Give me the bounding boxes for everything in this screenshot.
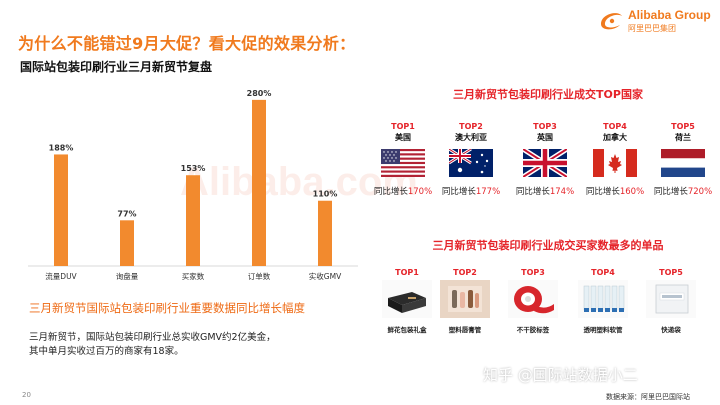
bar-value-label: 188% — [49, 143, 74, 152]
country-top5: TOP5 荷兰 同比增长720% — [648, 122, 718, 197]
country-growth: 同比增长720% — [648, 185, 718, 197]
chart-subtitle: 国际站包装印刷行业三月新贸节复盘 — [20, 60, 213, 74]
growth-percent: 160% — [619, 187, 645, 197]
data-source: 数据来源：阿里巴巴国际站 — [606, 393, 690, 401]
country-name: 荷兰 — [675, 133, 691, 142]
country-rank: TOP1 — [391, 122, 415, 131]
growth-percent: 170% — [407, 187, 433, 197]
canada-flag-icon — [593, 149, 637, 177]
country-growth: 同比增长170% — [368, 185, 438, 197]
australia-flag-icon — [448, 147, 493, 177]
growth-prefix: 同比增长 — [441, 187, 476, 197]
bar-1 — [54, 154, 68, 266]
growth-percent: 720% — [687, 187, 713, 197]
country-name: 澳大利亚 — [455, 133, 487, 142]
country-rank: TOP3 — [533, 122, 557, 131]
bar-4 — [252, 99, 266, 266]
bar-value-label: 153% — [181, 164, 206, 173]
summary-note-line1: 三月新贸节，国际站包装印刷行业总实收GMV约2亿美金， — [29, 332, 276, 343]
product-rank: TOP4 — [591, 268, 615, 277]
bar-value-label: 280% — [247, 89, 272, 98]
growth-percent: 174% — [549, 187, 575, 197]
netherlands-flag-icon — [661, 149, 705, 177]
category-tick-label: 流量DUV — [45, 271, 77, 281]
product-rank: TOP5 — [659, 268, 683, 277]
uk-flag-icon — [521, 146, 569, 180]
product-name: 不干胶标签 — [516, 326, 550, 334]
product-top5: TOP5 快递袋 — [638, 268, 704, 334]
product-name: 透明塑料软管 — [583, 326, 623, 334]
chart-caption: 三月新贸节国际站包装印刷行业重要数据同比增长幅度 — [29, 301, 305, 315]
product-rank: TOP3 — [521, 268, 545, 277]
country-name: 英国 — [537, 133, 553, 142]
category-tick-label: 询盘量 — [116, 271, 139, 281]
summary-note-line2: 其中单月实收过百万的商家有18家。 — [29, 346, 184, 357]
bar-2 — [120, 220, 134, 266]
product-name: 鲜花包装礼盒 — [387, 326, 427, 334]
bar-3 — [186, 175, 200, 266]
product-top3: TOP3 不干胶标签 — [500, 268, 566, 334]
category-tick-label: 买家数 — [182, 271, 205, 281]
product-top4: TOP4 透明塑料软管 — [570, 268, 636, 334]
country-rank: TOP5 — [671, 122, 695, 131]
bar-value-label: 110% — [313, 190, 338, 199]
logo-subtext: 阿里巴巴集团 — [628, 24, 676, 33]
plastic-tube-icon — [578, 280, 628, 318]
top-products-title: 三月新贸节包装印刷行业成交买家数最多的单品 — [432, 239, 664, 252]
alibaba-logo: Alibaba Group 阿里巴巴集团 — [598, 6, 716, 36]
us-flag-icon — [381, 149, 425, 177]
country-top4: TOP4 加拿大 同比增长160% — [580, 122, 650, 197]
top-countries-title: 三月新贸节包装印刷行业成交TOP国家 — [453, 88, 643, 101]
growth-percent: 177% — [475, 187, 501, 197]
summary-note: 三月新贸节，国际站包装印刷行业总实收GMV约2亿美金， 其中单月实收过百万的商家… — [29, 331, 369, 359]
page-title: 为什么不能错过9月大促？看大促的效果分析： — [18, 34, 356, 53]
country-growth: 同比增长160% — [580, 185, 650, 197]
logo-text: Alibaba Group — [628, 8, 711, 22]
product-top2: TOP2 塑料唇膏管 — [432, 268, 498, 334]
country-rank: TOP4 — [603, 122, 627, 131]
growth-bar-chart: 188% 流量DUV 77% 询盘量 153% 买家数 280% 订单数 110% 实收GMV — [28, 89, 358, 281]
bar-5 — [318, 200, 332, 266]
product-rank: TOP2 — [453, 268, 477, 277]
country-top1: TOP1 美国 同比增长170% — [368, 122, 438, 197]
lipstick-tube-icon — [440, 280, 490, 318]
category-tick-label: 实收GMV — [309, 271, 342, 281]
country-name: 美国 — [395, 133, 411, 142]
country-top3: TOP3 英国 同比增长174% — [510, 122, 580, 197]
alibaba-logo-icon — [601, 13, 622, 30]
bar-value-label: 77% — [117, 209, 136, 218]
country-growth: 同比增长177% — [436, 185, 506, 197]
page-number: 20 — [22, 391, 31, 399]
growth-prefix: 同比增长 — [373, 187, 408, 197]
gift-box-icon — [382, 280, 432, 318]
country-rank: TOP2 — [459, 122, 483, 131]
product-top1: TOP1 鲜花包装礼盒 — [374, 268, 440, 334]
country-name: 加拿大 — [603, 133, 627, 142]
label-roll-icon — [508, 280, 558, 318]
product-name: 塑料唇膏管 — [448, 326, 482, 334]
growth-prefix: 同比增长 — [653, 187, 688, 197]
category-tick-label: 订单数 — [248, 271, 271, 281]
country-top2: TOP2 澳大利亚 同比增长177% — [436, 122, 506, 197]
country-growth: 同比增长174% — [510, 185, 580, 197]
zhihu-watermark: 知乎 @国际站数据小二 — [483, 366, 638, 384]
background-watermark: Alibaba.com — [180, 160, 418, 204]
growth-prefix: 同比增长 — [515, 187, 550, 197]
courier-bag-icon — [646, 280, 696, 318]
product-name: 快递袋 — [661, 326, 681, 334]
product-rank: TOP1 — [395, 268, 419, 277]
growth-prefix: 同比增长 — [585, 187, 620, 197]
